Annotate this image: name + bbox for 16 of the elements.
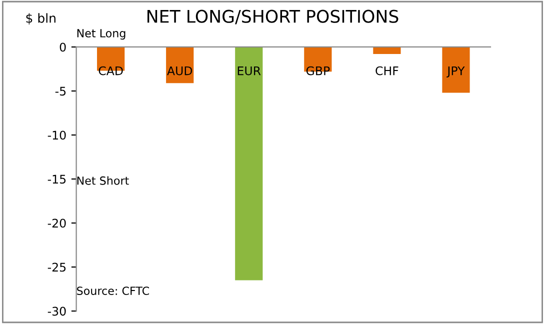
chart-title: NET LONG/SHORT POSITIONS bbox=[147, 10, 398, 24]
y-tick-label: -10 bbox=[48, 130, 66, 140]
annotation: Source: CFTC bbox=[77, 286, 149, 295]
y-tick-label: -5 bbox=[55, 86, 66, 96]
y-tick-label: 0 bbox=[60, 42, 66, 52]
x-tick-label: JPY bbox=[446, 66, 465, 78]
y-axis-title: $ bln bbox=[26, 13, 56, 25]
annotation: Net Short bbox=[77, 176, 129, 185]
x-tick-label: EUR bbox=[238, 66, 261, 76]
x-tick-label: CHF bbox=[376, 66, 398, 76]
text: Net Long bbox=[77, 29, 126, 40]
x-tick-label: AUD bbox=[167, 66, 192, 76]
y-tick-label: -25 bbox=[48, 262, 66, 272]
y-tick-label: -15 bbox=[48, 174, 66, 184]
y-tick-label: -30 bbox=[48, 306, 66, 316]
y-tick-label: -20 bbox=[48, 218, 66, 228]
